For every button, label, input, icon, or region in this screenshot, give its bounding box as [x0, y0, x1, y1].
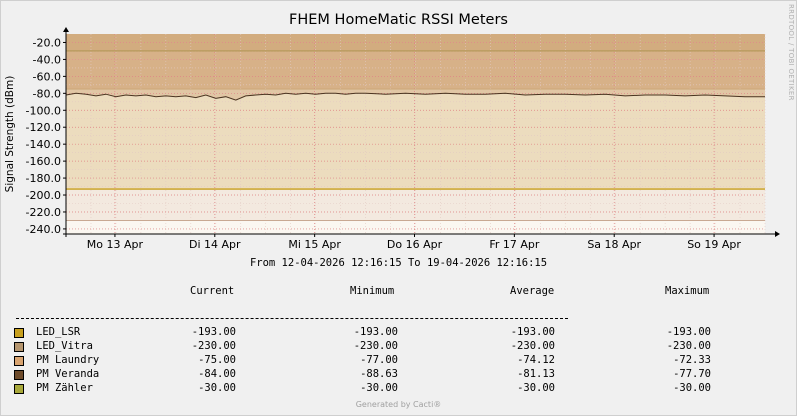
y-tick-label: -160.0: [26, 155, 61, 168]
legend-series-name: PM Laundry: [36, 354, 100, 366]
legend-value-minimum: -193.00: [353, 326, 398, 338]
legend-row: PM Laundry -75.00 -77.00 -74.12 -72.33: [14, 354, 774, 367]
area-led-vitra: [66, 189, 765, 221]
x-tick-label: Do 16 Apr: [387, 238, 443, 251]
y-tick-label: -120.0: [26, 121, 61, 134]
legend-value-average: -30.00: [517, 382, 555, 394]
y-tick-label: -140.0: [26, 138, 61, 151]
x-tick-label: Sa 18 Apr: [587, 238, 641, 251]
x-tick-label: Mo 13 Apr: [87, 238, 144, 251]
legend-value-current: -75.00: [198, 354, 236, 366]
legend-row: LED_LSR -193.00 -193.00 -193.00 -193.00: [14, 326, 774, 339]
legend-series-name: PM Veranda: [36, 368, 100, 380]
legend-value-maximum: -30.00: [673, 382, 711, 394]
legend-series-name: PM Zähler: [36, 382, 93, 394]
legend-value-maximum: -77.70: [673, 368, 711, 380]
legend-header-minimum: Minimum: [350, 285, 395, 297]
legend-value-current: -30.00: [198, 382, 236, 394]
legend-value-maximum: -72.33: [673, 354, 711, 366]
y-tick-label: -200.0: [26, 189, 61, 202]
x-tick-label: Fr 17 Apr: [489, 238, 540, 251]
y-tick-label: -100.0: [26, 104, 61, 117]
legend-swatch: [14, 342, 24, 352]
legend-swatch: [14, 370, 24, 380]
legend-value-current: -193.00: [191, 326, 236, 338]
legend-value-average: -74.12: [517, 354, 555, 366]
legend-value-maximum: -230.00: [666, 340, 711, 352]
legend-swatch: [14, 356, 24, 366]
x-tick-label: So 19 Apr: [687, 238, 741, 251]
legend-value-minimum: -77.00: [360, 354, 398, 366]
legend-row: PM Veranda -84.00 -88.63 -81.13 -77.70: [14, 368, 774, 381]
x-tick-label: Mi 15 Apr: [288, 238, 341, 251]
legend-series-name: LED_Vitra: [36, 340, 93, 352]
legend-header-current: Current: [190, 285, 235, 297]
legend-row: PM Zähler -30.00 -30.00 -30.00 -30.00: [14, 382, 774, 395]
footer-credit: Generated by Cacti®: [355, 400, 442, 409]
y-tick-label: -40.0: [33, 53, 61, 66]
y-axis-arrow: [63, 27, 69, 32]
series-line-pm-veranda: [65, 92, 765, 101]
legend-swatch: [14, 328, 24, 338]
y-tick-label: -180.0: [26, 172, 61, 185]
chart-title: FHEM HomeMatic RSSI Meters: [289, 12, 508, 28]
legend-divider: [16, 318, 568, 319]
legend-value-average: -81.13: [517, 368, 555, 380]
legend-value-minimum: -88.63: [360, 368, 398, 380]
x-tick-label: Di 14 Apr: [189, 238, 241, 251]
legend-value-maximum: -193.00: [666, 326, 711, 338]
legend-value-average: -230.00: [510, 340, 555, 352]
legend-value-minimum: -230.00: [353, 340, 398, 352]
legend-header-average: Average: [510, 285, 555, 297]
legend-value-minimum: -30.00: [360, 382, 398, 394]
legend-value-current: -230.00: [191, 340, 236, 352]
legend-value-average: -193.00: [510, 326, 555, 338]
y-tick-label: -240.0: [26, 223, 61, 236]
legend-row: LED_Vitra -230.00 -230.00 -230.00 -230.00: [14, 340, 774, 353]
x-axis-arrow: [775, 231, 780, 237]
legend-value-current: -84.00: [198, 368, 236, 380]
legend-series-name: LED_LSR: [36, 326, 81, 338]
legend-header-maximum: Maximum: [665, 285, 710, 297]
vendor-watermark: RRDTOOL / TOBI OETIKER: [787, 4, 795, 101]
legend-swatch: [14, 384, 24, 394]
y-tick-label: -220.0: [26, 206, 61, 219]
chart-subtitle: From 12-04-2026 12:16:15 To 19-04-2026 1…: [249, 257, 548, 269]
y-tick-label: -60.0: [33, 70, 61, 83]
y-tick-label: -20.0: [33, 36, 61, 49]
y-tick-label: -80.0: [33, 87, 61, 100]
